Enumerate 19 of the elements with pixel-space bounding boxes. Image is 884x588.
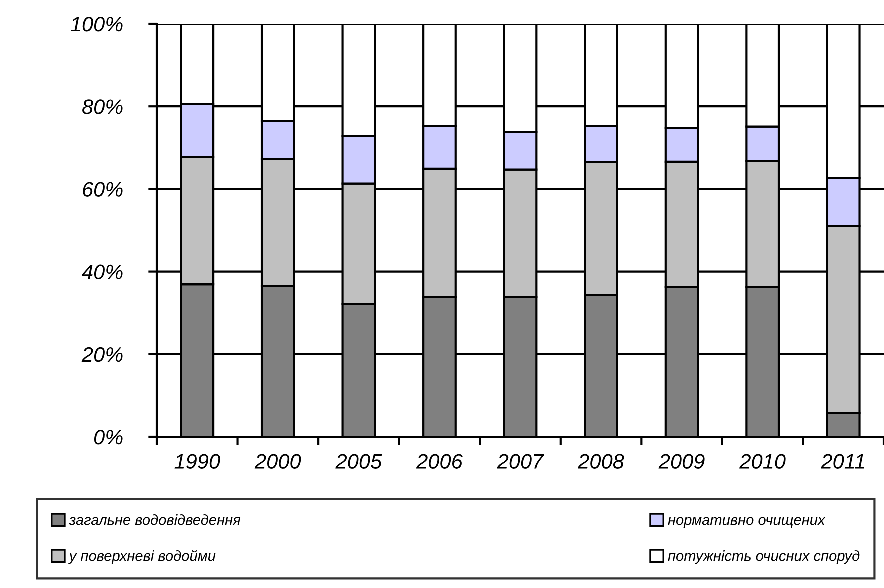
y-tick-label: 0% <box>94 430 123 445</box>
x-tick-label: 2010 <box>740 454 786 469</box>
legend-label: у поверхневі водойми <box>68 550 216 564</box>
x-tick-label: 1990 <box>174 454 220 469</box>
x-tick-label: 2005 <box>336 454 382 469</box>
y-tick-label: 20% <box>82 347 123 362</box>
x-tick-label: 2008 <box>578 454 624 469</box>
y-tick-label: 60% <box>83 182 123 197</box>
x-tick-label: 2007 <box>497 454 544 469</box>
x-tick-label: 2000 <box>254 454 302 469</box>
y-tick-label: 40% <box>82 264 123 280</box>
legend-label: загальне водовідведення <box>69 514 241 526</box>
legend-label: потужність очисних споруд <box>668 550 860 564</box>
y-tick-label: 100% <box>70 17 123 32</box>
x-tick-label: 2011 <box>821 454 864 469</box>
x-tick-label: 2006 <box>416 454 463 469</box>
x-tick-label: 2009 <box>658 454 705 469</box>
y-tick-label: 80% <box>82 100 123 114</box>
legend-label: нормативно очищених <box>668 517 826 528</box>
